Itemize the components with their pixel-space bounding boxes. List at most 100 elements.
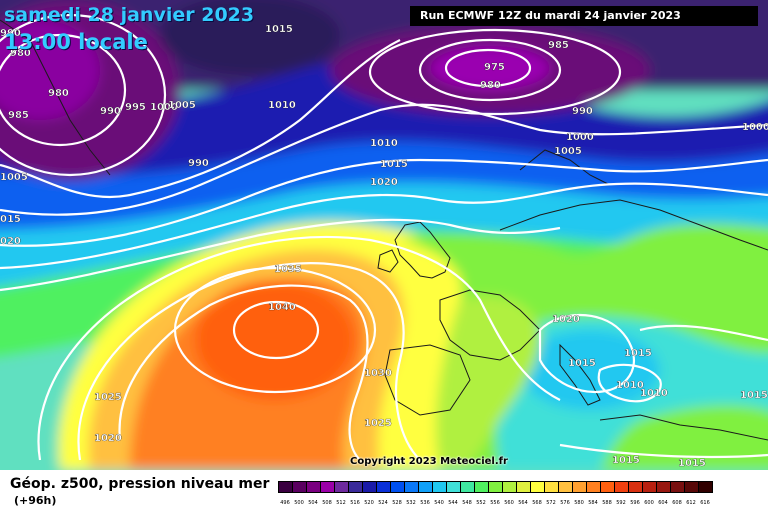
legend-value: 568 bbox=[532, 500, 542, 506]
legend-swatch bbox=[348, 481, 363, 493]
isobar-label: 995 bbox=[125, 102, 146, 113]
isobar-label: 1015 bbox=[740, 390, 768, 401]
legend-swatch bbox=[460, 481, 475, 493]
legend-swatch bbox=[684, 481, 699, 493]
legend-value: 548 bbox=[462, 500, 472, 506]
legend-value: 596 bbox=[630, 500, 640, 506]
forecast-date: samedi 28 janvier 2023 bbox=[4, 4, 255, 26]
legend-value: 592 bbox=[616, 500, 626, 506]
isobar-label: 1015 bbox=[265, 24, 293, 35]
isobar-980-low bbox=[418, 38, 562, 102]
italy-outline bbox=[559, 343, 601, 406]
legend-swatch bbox=[600, 481, 615, 493]
legend-swatch bbox=[572, 481, 587, 493]
legend-value: 552 bbox=[476, 500, 486, 506]
legend-value: 520 bbox=[364, 500, 374, 506]
color-legend-labels: 496 500 504 508 512 516 520 524 528 532 536 540 544 5… bbox=[278, 500, 712, 506]
isobar-1030 bbox=[118, 284, 369, 461]
legend-swatch bbox=[362, 481, 377, 493]
north-africa-outline bbox=[599, 414, 768, 441]
isobar-label: 1015 bbox=[612, 455, 640, 466]
isobars bbox=[0, 13, 768, 461]
weather-map: 1015 990 980 985 980 990 995 1000 1005 1… bbox=[0, 0, 768, 470]
isobar-1000 bbox=[0, 103, 768, 216]
isobar-label: 1015 bbox=[678, 458, 706, 469]
legend-swatch bbox=[376, 481, 391, 493]
isobar-label: 1025 bbox=[364, 418, 392, 429]
copyright-notice: Copyright 2023 Meteociel.fr bbox=[350, 456, 508, 467]
isobar-1015-south bbox=[559, 443, 768, 459]
isobar-1040 bbox=[232, 300, 320, 360]
iberia-outline bbox=[384, 344, 471, 416]
legend-value: 604 bbox=[658, 500, 668, 506]
isobar-label: 1010 bbox=[268, 100, 296, 111]
legend-value: 544 bbox=[448, 500, 458, 506]
legend-swatch bbox=[432, 481, 447, 493]
isobar-label: 1010 bbox=[370, 138, 398, 149]
isobar-label: 990 bbox=[188, 158, 209, 169]
isobar-label: 1020 bbox=[370, 177, 398, 188]
legend-swatch bbox=[628, 481, 643, 493]
isobar-1010 bbox=[0, 182, 768, 270]
model-run-info: Run ECMWF 12Z du mardi 24 janvier 2023 bbox=[410, 6, 758, 26]
isobar-1020 bbox=[37, 235, 561, 461]
legend-swatch bbox=[320, 481, 335, 493]
isobar-label: 1015 bbox=[624, 348, 652, 359]
isobar-985-west bbox=[0, 33, 127, 147]
isobar-label: 1000 bbox=[742, 122, 768, 133]
legend-swatch bbox=[474, 481, 489, 493]
legend-swatch bbox=[292, 481, 307, 493]
ireland-outline bbox=[377, 249, 399, 273]
legend-value: 536 bbox=[420, 500, 430, 506]
legend-value: 512 bbox=[336, 500, 346, 506]
legend-value: 504 bbox=[308, 500, 318, 506]
isobar-label: 990 bbox=[572, 106, 593, 117]
legend-swatch bbox=[334, 481, 349, 493]
isobar-label: 985 bbox=[548, 40, 569, 51]
isobar-label: 1035 bbox=[274, 264, 302, 275]
legend-swatch bbox=[530, 481, 545, 493]
isobar-label: 1000 bbox=[566, 132, 594, 143]
isobar-1035 bbox=[173, 266, 377, 394]
legend-value: 528 bbox=[392, 500, 402, 506]
isobar-1010-italy bbox=[597, 363, 662, 403]
scandinavia-outline bbox=[519, 149, 611, 186]
legend-value: 572 bbox=[546, 500, 556, 506]
isobar-label: 985 bbox=[8, 110, 29, 121]
legend-value: 576 bbox=[560, 500, 570, 506]
legend-value: 616 bbox=[700, 500, 710, 506]
isobar-1015 bbox=[0, 218, 561, 292]
legend-swatch bbox=[502, 481, 517, 493]
legend-value: 564 bbox=[518, 500, 528, 506]
legend-swatch bbox=[586, 481, 601, 493]
legend-value: 588 bbox=[602, 500, 612, 506]
isobar-1005 bbox=[0, 158, 768, 247]
legend-value: 612 bbox=[686, 500, 696, 506]
legend-value: 580 bbox=[574, 500, 584, 506]
legend-value: 500 bbox=[294, 500, 304, 506]
legend-swatch bbox=[558, 481, 573, 493]
isobar-label: 980 bbox=[48, 88, 69, 99]
isobar-label: 1000 bbox=[150, 102, 178, 113]
north-coast-outline bbox=[499, 199, 768, 251]
legend-swatch bbox=[418, 481, 433, 493]
legend-swatch bbox=[544, 481, 559, 493]
isobar-label: 975 bbox=[484, 62, 505, 73]
isobar-labels: 1015 990 980 985 980 990 995 1000 1005 1… bbox=[0, 24, 768, 469]
legend-value: 508 bbox=[322, 500, 332, 506]
parameter-label: Géop. z500, pression niveau mer bbox=[10, 476, 270, 492]
legend-value: 496 bbox=[280, 500, 290, 506]
legend-swatch bbox=[446, 481, 461, 493]
isobar-label: 1005 bbox=[0, 172, 28, 183]
isobar-1025 bbox=[77, 262, 421, 461]
isobar-975 bbox=[444, 48, 532, 88]
isobar-label: 1010 bbox=[616, 380, 644, 391]
legend-value: 584 bbox=[588, 500, 598, 506]
legend-swatch bbox=[642, 481, 657, 493]
isobar-995-west bbox=[0, 13, 167, 177]
greenland-outline bbox=[0, 19, 111, 176]
legend-swatch bbox=[516, 481, 531, 493]
legend-swatch bbox=[390, 481, 405, 493]
legend-value: 600 bbox=[644, 500, 654, 506]
legend-value: 556 bbox=[490, 500, 500, 506]
